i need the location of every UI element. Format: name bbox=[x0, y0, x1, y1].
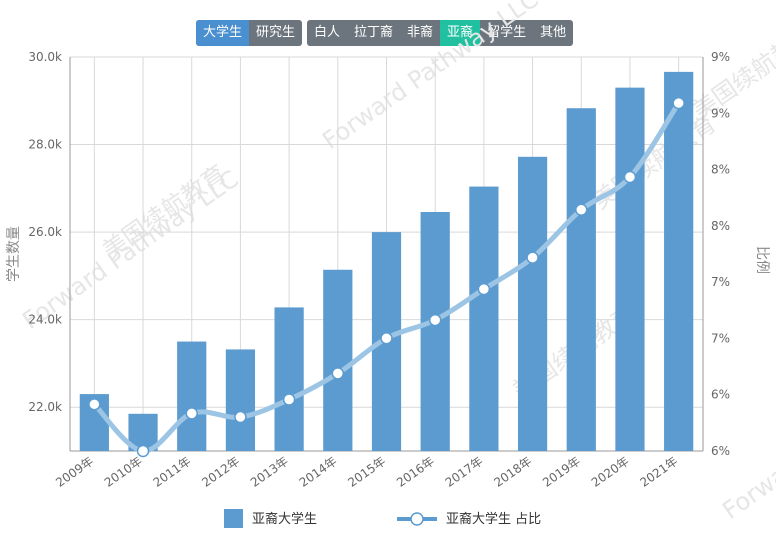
x-tick-label: 2012年 bbox=[199, 454, 242, 490]
y-axis-title-right: 比例 bbox=[754, 246, 770, 274]
y-tick-label-right: 9% bbox=[711, 50, 730, 64]
x-tick-label: 2014年 bbox=[297, 454, 340, 490]
watermark-text: 美国续航教育 bbox=[687, 19, 776, 125]
legend-label-bar: 亚裔大学生 bbox=[252, 511, 317, 527]
x-tick-label: 2020年 bbox=[589, 454, 632, 490]
race-button-asian[interactable]: 亚裔 bbox=[440, 20, 481, 46]
y-tick-label-left: 28.0k bbox=[28, 138, 62, 152]
ratio-point-2009年 bbox=[88, 398, 101, 411]
x-tick-label: 2015年 bbox=[345, 454, 388, 490]
race-button-african[interactable]: 非裔 bbox=[407, 25, 434, 40]
ratio-point-2018年 bbox=[526, 251, 539, 264]
legend-swatch-bar bbox=[224, 509, 243, 528]
y-tick-label-right: 8% bbox=[711, 163, 730, 177]
ratio-point-2019年 bbox=[575, 203, 588, 217]
watermark-text: Forward Pathway LLC bbox=[317, 0, 543, 155]
watermark-text: Forward Pathway LLC bbox=[717, 355, 776, 525]
watermark-text: 美国续航教育 bbox=[587, 109, 721, 215]
y-tick-label-right: 7% bbox=[711, 275, 730, 289]
bar-2018年 bbox=[517, 156, 548, 451]
x-tick-label: 2010年 bbox=[102, 454, 145, 490]
x-tick-label: 2017年 bbox=[443, 454, 486, 490]
legend-swatch-point bbox=[410, 512, 424, 526]
ratio-point-2015年 bbox=[380, 332, 393, 345]
y-tick-label-left: 22.0k bbox=[28, 400, 62, 414]
bar-2019年 bbox=[566, 108, 596, 451]
y-tick-label-right: 6% bbox=[711, 388, 730, 402]
race-button-other[interactable]: 其他 bbox=[540, 25, 567, 40]
bar-2014年 bbox=[323, 269, 353, 451]
bar-2012年 bbox=[225, 349, 256, 451]
ratio-point-2016年 bbox=[428, 313, 442, 327]
ratio-point-2017年 bbox=[477, 282, 491, 296]
bar-2011年 bbox=[177, 341, 207, 451]
ratio-point-2012年 bbox=[234, 410, 247, 424]
x-tick-label: 2018年 bbox=[491, 454, 534, 490]
y-tick-label-right: 7% bbox=[711, 331, 730, 345]
race-button-hispanic[interactable]: 拉丁裔 bbox=[354, 25, 394, 40]
y-tick-label-left: 24.0k bbox=[28, 313, 62, 327]
bar-2020年 bbox=[615, 87, 645, 452]
x-tick-label: 2021年 bbox=[637, 454, 680, 490]
bar-2021年 bbox=[664, 71, 694, 451]
x-tick-label: 2009年 bbox=[53, 454, 96, 490]
y-axis-title-left: 学生数量 bbox=[6, 226, 22, 282]
bar-2013年 bbox=[274, 307, 304, 451]
race-button-white[interactable]: 白人 bbox=[314, 25, 341, 40]
y-tick-label-left: 26.0k bbox=[28, 225, 62, 239]
level-button-grad[interactable]: 研究生 bbox=[256, 25, 296, 40]
y-tick-label-right: 9% bbox=[711, 106, 730, 120]
x-tick-label: 2016年 bbox=[394, 454, 437, 490]
y-tick-label-right: 6% bbox=[711, 444, 730, 458]
watermark-text: Forward Pathway LLC bbox=[17, 165, 243, 335]
ratio-point-2020年 bbox=[623, 170, 637, 184]
bar-2017年 bbox=[469, 186, 499, 452]
x-tick-label: 2019年 bbox=[540, 454, 583, 490]
level-toggle-group: 大学生 研究生 bbox=[196, 20, 303, 46]
x-tick-label: 2013年 bbox=[248, 454, 291, 490]
ratio-point-2021年 bbox=[672, 96, 685, 110]
ratio-point-2013年 bbox=[282, 393, 296, 406]
race-button-international[interactable]: 留学生 bbox=[487, 25, 527, 40]
legend-label-line: 亚裔大学生 占比 bbox=[446, 511, 541, 527]
ratio-point-2011年 bbox=[185, 407, 198, 420]
y-tick-label-right: 8% bbox=[711, 219, 730, 233]
level-button-undergrad[interactable]: 大学生 bbox=[196, 20, 250, 46]
x-tick-label: 2011年 bbox=[151, 454, 194, 490]
ratio-point-2010年 bbox=[136, 444, 150, 458]
bar-2016年 bbox=[420, 211, 450, 451]
ratio-point-2014年 bbox=[331, 367, 345, 380]
y-tick-label-left: 30.0k bbox=[28, 50, 62, 64]
race-toggle-group: 白人 拉丁裔 非裔 亚裔 留学生 其他 bbox=[307, 20, 574, 46]
